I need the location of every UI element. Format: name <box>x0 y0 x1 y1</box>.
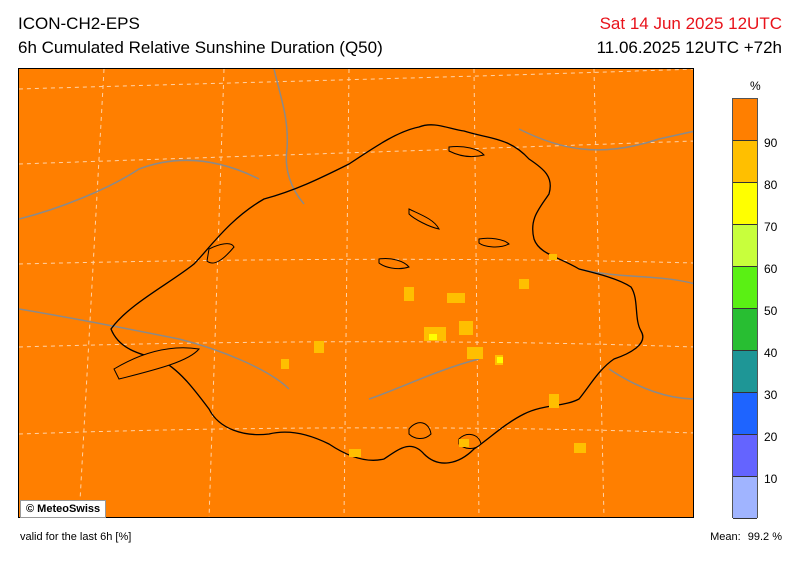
map-background <box>19 69 693 517</box>
legend-color-box <box>733 309 757 351</box>
legend-tick: 60 <box>764 262 778 276</box>
model-name: ICON-CH2-EPS <box>18 14 140 33</box>
legend-tick: 10 <box>764 472 778 486</box>
legend-tick: 80 <box>764 178 778 192</box>
legend-tick: 20 <box>764 430 778 444</box>
color-legend <box>732 98 758 519</box>
mean-number: 99.2 % <box>747 531 782 543</box>
swiss-border <box>110 124 644 464</box>
legend-tick: 90 <box>764 136 778 150</box>
legend-color-box <box>733 477 757 519</box>
legend-unit: % <box>750 79 761 93</box>
neighbour-borders <box>19 69 693 400</box>
legend-color-box <box>733 141 757 183</box>
legend-color-box <box>733 351 757 393</box>
sunshine-map <box>18 68 694 518</box>
lakes <box>113 146 510 449</box>
legend-color-box <box>733 183 757 225</box>
run-time: 11.06.2025 12UTC +72h <box>596 38 782 57</box>
product-title: 6h Cumulated Relative Sunshine Duration … <box>18 38 383 57</box>
map-canvas <box>19 69 693 517</box>
mean-value: Mean: 99.2 % <box>710 531 782 543</box>
mean-label: Mean: <box>710 531 741 543</box>
credit-label: © MeteoSwiss <box>20 500 107 518</box>
legend-color-box <box>733 225 757 267</box>
legend-tick: 40 <box>764 346 778 360</box>
legend-color-box <box>733 99 757 141</box>
graticule <box>19 69 693 517</box>
sunshine-patches-bright <box>429 334 503 363</box>
validity-note: valid for the last 6h [%] <box>20 531 132 543</box>
valid-time: Sat 14 Jun 2025 12UTC <box>599 14 782 33</box>
legend-tick: 30 <box>764 388 778 402</box>
legend-tick: 50 <box>764 304 778 318</box>
legend-tick: 70 <box>764 220 778 234</box>
legend-color-box <box>733 435 757 477</box>
legend-color-box <box>733 267 757 309</box>
legend-color-box <box>733 393 757 435</box>
